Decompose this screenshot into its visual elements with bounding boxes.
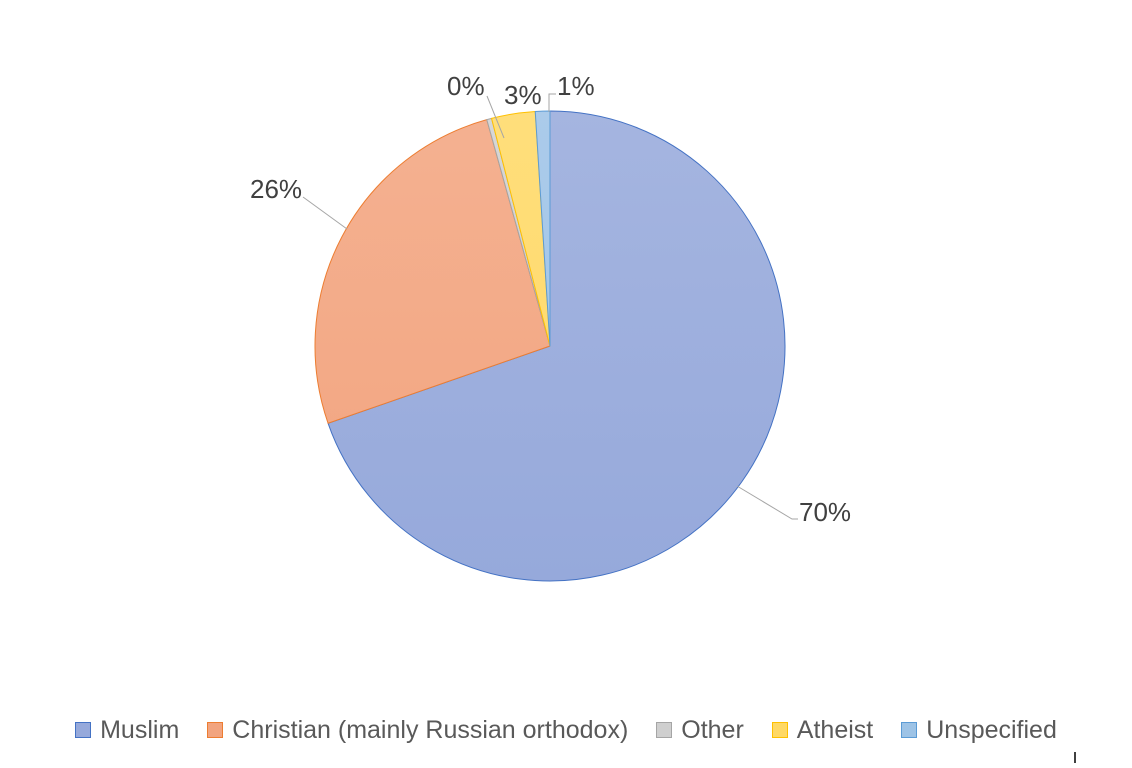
legend-item-muslim[interactable]: Muslim — [75, 715, 180, 744]
legend-label-atheist: Atheist — [796, 715, 874, 744]
legend-swatch-unspecified — [901, 722, 918, 738]
legend-swatch-atheist — [771, 722, 788, 738]
pie-slices — [314, 110, 786, 582]
data-labels: 70% 26% 0% 3% 1% — [250, 71, 851, 527]
leader-line-other — [486, 95, 505, 139]
pie-slice-muslim[interactable] — [327, 110, 786, 582]
leader-line-christian — [302, 196, 348, 230]
pie-slice-unspecified[interactable] — [534, 110, 551, 347]
legend: Muslim Christian (mainly Russian orthodox… — [0, 710, 1132, 750]
data-label-atheist: 3% — [504, 80, 542, 110]
data-label-muslim: 70% — [799, 497, 851, 527]
pie-slice-christian[interactable] — [314, 119, 551, 424]
legend-label-other: Other — [681, 715, 744, 744]
legend-item-other[interactable]: Other — [656, 715, 744, 744]
data-label-unspecified: 1% — [557, 71, 595, 101]
legend-item-atheist[interactable]: Atheist — [771, 715, 874, 744]
data-label-christian: 26% — [250, 174, 302, 204]
data-label-other: 0% — [447, 71, 485, 101]
legend-label-unspecified: Unspecified — [926, 715, 1057, 744]
leader-lines — [302, 93, 798, 520]
legend-swatch-christian — [207, 722, 224, 738]
legend-item-christian[interactable]: Christian (mainly Russian orthodox) — [207, 715, 629, 744]
text-cursor-mark — [1074, 752, 1076, 763]
legend-label-muslim: Muslim — [100, 715, 180, 744]
legend-swatch-muslim — [75, 722, 92, 738]
legend-item-unspecified[interactable]: Unspecified — [901, 715, 1057, 744]
legend-swatch-other — [656, 722, 673, 738]
legend-label-christian: Christian (mainly Russian orthodox) — [232, 715, 629, 744]
leader-line-muslim — [736, 485, 798, 520]
leader-line-unspecified — [548, 93, 556, 112]
